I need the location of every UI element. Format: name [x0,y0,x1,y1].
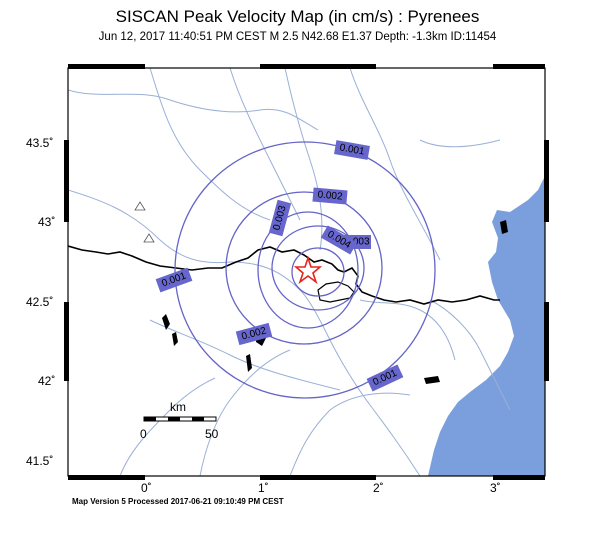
lat-label: 43.5˚ [26,136,53,150]
volcano-markers [134,201,155,243]
lon-label: 0˚ [141,481,152,495]
map-footer: Map Version 5 Processed 2017-06-21 09:10… [72,497,284,506]
contour-label: 0.002 [312,187,348,205]
velocity-contour [257,211,359,329]
scale-label-end: 50 [205,427,219,441]
national-border [68,245,500,305]
map-subtitle: Jun 12, 2017 11:40:51 PM CEST M 2.5 N42.… [98,31,497,43]
contour-label: 0.001 [155,267,193,293]
lat-label: 41.5˚ [26,454,53,468]
velocity-contour [271,225,365,311]
lat-tick-labels: 43.5˚ 43˚ 42.5˚ 42˚ 41.5˚ [26,136,55,468]
lon-tick-labels: 0˚ 1˚ 2˚ 3˚ [141,481,501,495]
map-frame-bars [64,64,549,480]
lon-label: 3˚ [490,481,501,495]
contour-label-text: 0.003 [344,237,369,248]
lon-label: 2˚ [373,481,384,495]
contour-label: 0.002 [235,322,273,346]
scale-bar: km 0 50 [140,400,219,441]
triangle-icon [143,233,155,243]
contour-label-text: 0.001 [339,142,366,157]
velocity-contour [225,191,383,345]
scale-unit: km [170,400,186,414]
contour-label: 0.001 [334,140,370,160]
lat-label: 42.5˚ [26,295,53,309]
velocity-contour [291,247,345,297]
epicenter-star-icon [293,255,323,285]
map-title: SISCAN Peak Velocity Map (in cm/s) : Pyr… [115,7,480,26]
scale-label-start: 0 [140,427,147,441]
mediterranean-sea [428,176,545,476]
velocity-contours [174,141,436,399]
lat-label: 43˚ [38,215,55,229]
lat-label: 42˚ [38,374,55,388]
velocity-contour [174,141,436,399]
contour-label-text: 0.002 [317,189,343,202]
triangle-icon [134,201,146,211]
lon-label: 1˚ [258,481,269,495]
andorra-outline [317,281,355,303]
contour-label: 0.003 [268,199,292,237]
rivers [68,68,511,476]
